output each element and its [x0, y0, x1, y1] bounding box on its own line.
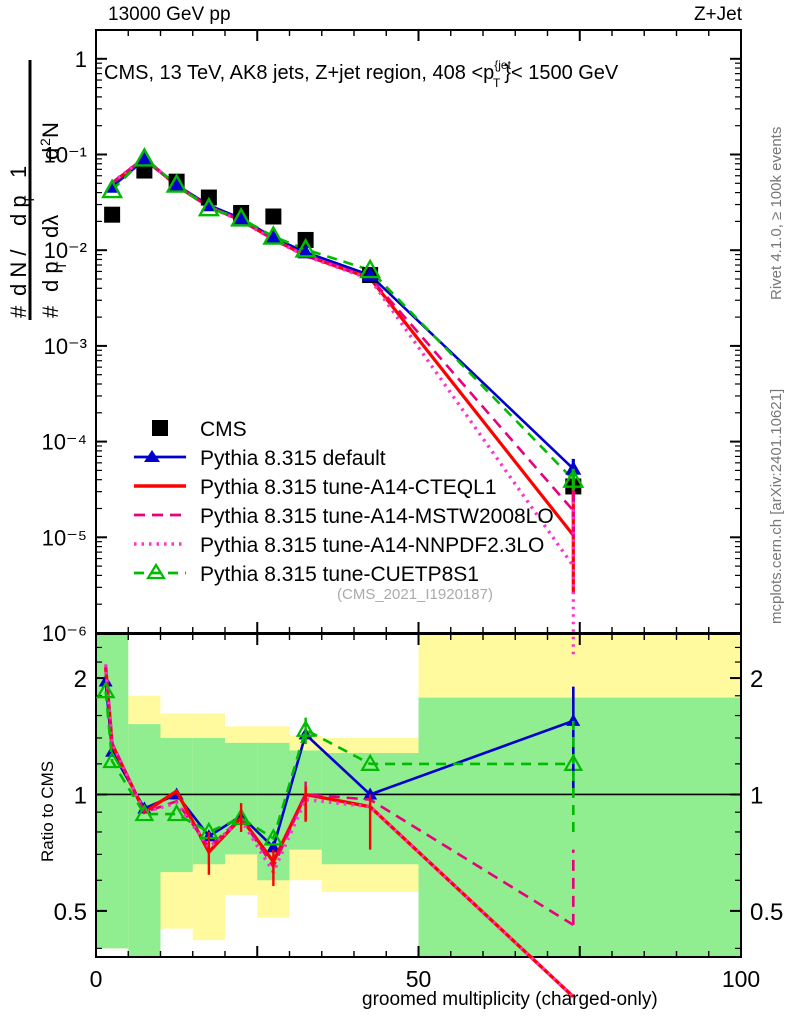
ylabel-d2n-d: d [38, 148, 63, 160]
series-marker-5 [133, 146, 156, 167]
process-label: Z+Jet [693, 4, 742, 25]
ratio-band-green [225, 742, 258, 855]
ratio-series-group [95, 664, 584, 999]
series-marker-5 [197, 196, 220, 217]
ylabel-hash-1: # [6, 305, 31, 318]
ylabel-dpt-sub: T [21, 195, 37, 204]
ratio-band-green [96, 634, 129, 949]
ratio-band-green [128, 724, 161, 957]
main-series-group [101, 146, 585, 655]
main-y-axis-ticks [96, 29, 741, 634]
ratio-marker-4 [166, 803, 187, 822]
ylabel-dlambda: dλ [38, 215, 63, 238]
ratio-y-tick-label-right: 2 [750, 666, 763, 693]
y-tick-label: 1 [75, 47, 87, 72]
ratio-y-tick-label-right: 0.5 [750, 899, 783, 926]
cms-data-point [265, 208, 282, 225]
y-tick-label: 10⁻³ [44, 334, 87, 359]
y-tick-label: 10⁻⁴ [41, 430, 87, 455]
title-superscript: {jet [494, 58, 511, 72]
ratio-marker-0 [266, 840, 281, 853]
ratio-marker-4 [134, 803, 155, 822]
x-axis-label: groomed multiplicity (charged-only) [362, 989, 658, 1010]
ylabel-d2n-sup: 2 [37, 138, 53, 146]
ratio-axis-label: Ratio to CMS [38, 760, 57, 862]
y-tick-label: 10⁻⁶ [42, 621, 87, 646]
series-marker-1 [265, 229, 282, 244]
x-axis-ticks [95, 30, 742, 957]
series-marker-5 [262, 225, 285, 245]
ratio-marker-0 [363, 787, 378, 800]
title-text: CMS, 13 TeV, AK8 jets, Z+jet region, 408… [104, 62, 495, 84]
ratio-line-2 [104, 664, 574, 927]
y-tick-label: 10⁻⁵ [42, 525, 87, 550]
ylabel-hash-2: # [38, 305, 63, 318]
x-tick-label: 50 [406, 966, 432, 992]
series-marker-5 [230, 206, 253, 227]
y-tick-label: 10⁻² [44, 238, 87, 263]
title-tail: }< 1500 GeV [504, 62, 619, 84]
ratio-y-tick-label: 1 [74, 782, 87, 809]
legend-label-5: Pythia 8.315 tune-CUETP8S1 [200, 563, 479, 586]
ratio-y-tick-label: 0.5 [54, 899, 87, 926]
rivet-version-label: Rivet 4.1.0, ≥ 100k events [768, 126, 785, 300]
legend-marker-5 [146, 562, 166, 580]
legend-label-2: Pythia 8.315 tune-A14-CTEQL1 [200, 476, 497, 499]
ratio-band-green [418, 697, 741, 957]
series-marker-5 [294, 237, 317, 258]
mcplots-credit-label: mcplots.cern.ch [arXiv:2401.10621] [768, 388, 785, 624]
title-subscript: T [492, 76, 501, 90]
legend-marker-1 [144, 450, 160, 462]
ylabel-one: 1 [6, 166, 31, 178]
main-panel-title: CMS, 13 TeV, AK8 jets, Z+jet region, 408… [104, 58, 634, 90]
ylabel-dn: d N / [6, 249, 31, 296]
ylabel-d2n-n: N [38, 122, 63, 138]
ylabel-dpt: d p [6, 195, 31, 226]
ylabel-dpt2-sub: T [53, 261, 69, 270]
series-marker-1 [168, 177, 185, 192]
legend-label-0: CMS [200, 418, 247, 441]
x-tick-label: 0 [90, 966, 103, 992]
series-line-1 [111, 158, 575, 470]
ratio-marker-4 [360, 753, 381, 771]
series-marker-5 [359, 258, 382, 279]
ylabel-dpt2: d p [38, 261, 63, 292]
ratio-marker-4 [102, 750, 123, 769]
ratio-line-3 [104, 664, 575, 999]
legend-label-1: Pythia 8.315 default [200, 447, 386, 470]
analysis-watermark: (CMS_2021_I1920187) [337, 586, 493, 603]
ratio-y-tick-label-right: 1 [750, 782, 763, 809]
series-line-5 [111, 156, 575, 481]
cms-data-point [104, 206, 121, 223]
ratio-uncertainty-bands [96, 634, 741, 957]
series-marker-1 [136, 151, 153, 166]
ratio-marker-4 [95, 680, 116, 699]
series-marker-5 [165, 173, 188, 193]
series-marker-5 [101, 178, 124, 199]
legend: CMS Pythia 8.315 default Pythia 8.315 tune… [134, 418, 554, 586]
beam-energy-label: 13000 GeV pp [108, 4, 231, 25]
x-tick-label: 100 [722, 966, 760, 992]
legend-marker-cms [152, 420, 168, 436]
legend-label-4: Pythia 8.315 tune-A14-NNPDF2.3LO [200, 534, 544, 557]
ratio-y-tick-label: 2 [74, 666, 87, 693]
legend-label-3: Pythia 8.315 tune-A14-MSTW2008LO [200, 505, 554, 528]
ratio-marker-4 [263, 828, 284, 846]
series-marker-1 [233, 210, 250, 225]
series-marker-1 [297, 244, 314, 259]
y-tick-label: 10⁻¹ [44, 143, 87, 168]
